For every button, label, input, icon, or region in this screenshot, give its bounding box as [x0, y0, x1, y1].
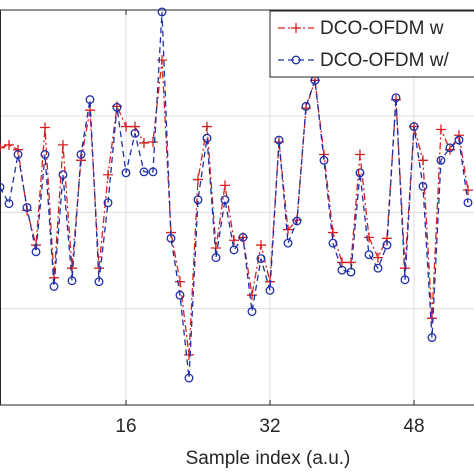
- marker: [184, 373, 194, 383]
- marker: [246, 290, 257, 301]
- marker: [4, 199, 14, 209]
- marker: [247, 307, 257, 316]
- marker: [102, 169, 113, 180]
- marker: [283, 238, 293, 248]
- series-line: [0, 11, 469, 379]
- x-tick-label: 48: [403, 416, 424, 437]
- marker: [454, 135, 464, 145]
- marker: [346, 267, 356, 277]
- marker: [183, 349, 194, 360]
- legend-box: [269, 10, 474, 78]
- marker: [238, 232, 248, 242]
- marker: [57, 139, 68, 150]
- marker: [255, 240, 266, 251]
- marker: [391, 93, 401, 103]
- marker: [201, 121, 212, 132]
- marker: [219, 180, 230, 191]
- marker: [121, 168, 131, 178]
- marker: [58, 170, 68, 180]
- marker: [193, 195, 203, 205]
- legend-label: DCO-OFDM w: [320, 18, 444, 39]
- marker: [256, 254, 266, 264]
- marker: [363, 232, 374, 243]
- marker: [156, 55, 167, 66]
- marker: [427, 333, 437, 343]
- marker: [39, 122, 50, 133]
- marker: [139, 167, 149, 177]
- marker: [94, 277, 104, 287]
- marker: [229, 245, 239, 255]
- marker: [138, 137, 149, 148]
- marker: [175, 290, 185, 300]
- marker: [319, 155, 329, 165]
- marker: [40, 150, 50, 159]
- marker: [31, 247, 41, 257]
- marker: [130, 128, 140, 138]
- marker: [354, 149, 365, 160]
- marker: [409, 122, 419, 132]
- marker: [76, 150, 86, 159]
- marker: [22, 203, 32, 212]
- marker: [174, 276, 185, 287]
- marker: [192, 174, 203, 185]
- marker: [66, 263, 77, 274]
- marker: [463, 198, 473, 208]
- marker: [148, 167, 158, 177]
- marker: [453, 130, 464, 141]
- legend-marker: [291, 23, 301, 33]
- series-line: [0, 60, 469, 355]
- marker: [220, 195, 230, 205]
- marker: [228, 235, 239, 246]
- marker: [67, 276, 77, 286]
- marker: [147, 136, 158, 147]
- marker: [103, 198, 113, 208]
- marker: [85, 95, 95, 105]
- marker: [202, 133, 212, 143]
- marker: [13, 150, 23, 159]
- marker: [274, 135, 284, 145]
- marker: [211, 253, 221, 263]
- marker: [166, 233, 176, 243]
- marker: [372, 252, 383, 263]
- marker: [435, 124, 446, 135]
- marker: [282, 224, 293, 235]
- marker: [328, 238, 338, 248]
- marker: [418, 181, 428, 191]
- marker: [426, 313, 437, 324]
- marker: [337, 265, 347, 275]
- marker: [0, 142, 5, 153]
- marker: [364, 250, 374, 260]
- marker: [3, 139, 14, 150]
- marker: [462, 185, 473, 196]
- marker: [12, 144, 23, 155]
- marker: [327, 227, 338, 238]
- marker: [382, 240, 392, 250]
- marker: [265, 285, 275, 295]
- marker: [292, 216, 302, 226]
- marker: [157, 7, 167, 17]
- legend-label: DCO-OFDM w/: [320, 50, 449, 71]
- marker: [445, 143, 455, 153]
- marker: [301, 101, 311, 111]
- marker: [0, 182, 5, 192]
- x-tick-label: 16: [115, 416, 136, 437]
- marker: [112, 102, 122, 112]
- x-axis-label: Sample index (a.u.): [186, 448, 351, 469]
- marker: [417, 155, 428, 166]
- x-tick-label: 32: [259, 416, 280, 437]
- marker: [120, 121, 131, 132]
- marker: [400, 275, 410, 285]
- legend-marker: [291, 55, 301, 65]
- marker: [373, 263, 383, 273]
- marker: [49, 282, 59, 291]
- marker: [355, 168, 365, 178]
- marker: [436, 155, 446, 165]
